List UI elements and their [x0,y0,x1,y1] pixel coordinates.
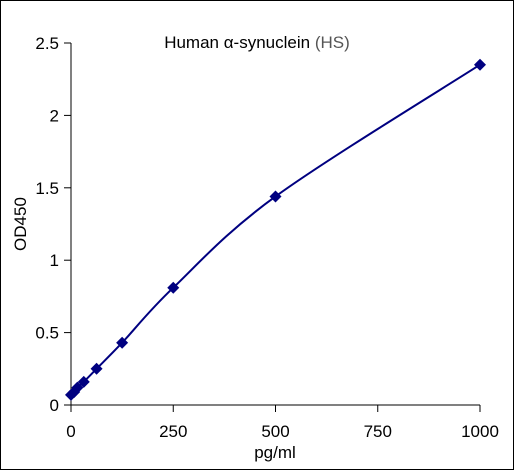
y-tick-label: 1.5 [35,179,59,198]
x-axis-title: pg/ml [254,443,296,462]
data-point-diamond [116,336,129,349]
data-point-diamond [90,362,103,375]
y-tick-label: 1 [50,251,59,270]
data-point-diamond [269,190,282,203]
chart-title-suffix: (HS) [315,33,350,52]
x-tick-label: 750 [364,422,392,441]
data-points [65,58,486,401]
y-tick-label: 0.5 [35,324,59,343]
y-axis-ticks: 0 0.5 1 1.5 2 2.5 [35,34,71,415]
data-point-diamond [71,381,84,394]
y-tick-label: 2.5 [35,34,59,53]
fitted-curve [70,63,481,396]
x-axis-ticks: 0 250 500 750 1000 [66,405,499,441]
x-tick-label: 500 [261,422,289,441]
data-point-diamond [474,58,486,71]
data-point-diamond [77,375,90,388]
x-tick-label: 250 [159,422,187,441]
chart-title: Human α-synuclein (HS) [164,33,350,52]
x-tick-label: 1000 [461,422,499,441]
y-axis-title: OD450 [11,197,30,251]
y-tick-label: 0 [50,396,59,415]
data-point-diamond [167,281,180,294]
x-tick-label: 0 [66,422,75,441]
y-tick-label: 2 [50,106,59,125]
chart-title-main: Human α-synuclein [164,33,310,52]
